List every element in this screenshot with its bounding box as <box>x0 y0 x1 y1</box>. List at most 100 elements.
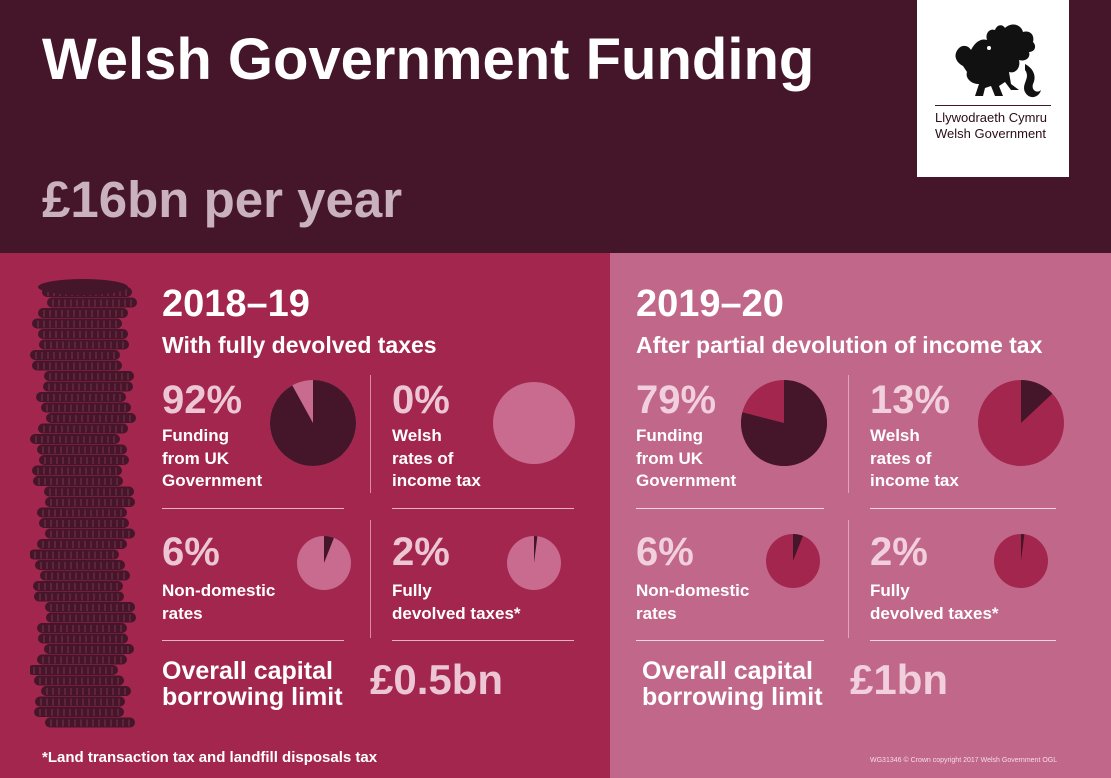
coin <box>33 581 123 591</box>
row-divider <box>162 640 344 641</box>
label-line: from UK <box>162 448 230 468</box>
column-divider-left-bottom <box>370 520 371 638</box>
pie-slice <box>741 380 827 466</box>
header-banner: Welsh Government Funding £16bn per year … <box>0 0 1111 253</box>
scenario-heading-left: With fully devolved taxes <box>162 332 437 358</box>
panel-2019-20 <box>610 253 1111 778</box>
label-line: Funding <box>636 426 704 445</box>
coin <box>40 570 130 581</box>
coin <box>35 696 125 707</box>
column-divider-right-top <box>848 375 849 493</box>
coin <box>37 623 127 633</box>
pie-slice <box>534 536 538 563</box>
footnote: *Land transaction tax and landfill dispo… <box>42 749 378 766</box>
copyright-credit: WG31346 © Crown copyright 2017 Welsh Gov… <box>870 757 1058 764</box>
stat-pct-income-tax-right: 13% <box>870 378 951 422</box>
coin <box>46 612 136 623</box>
label-line: devolved taxes* <box>392 603 521 623</box>
label-line: rates of <box>870 448 932 468</box>
pie-slice <box>1021 534 1025 561</box>
coin <box>37 444 127 455</box>
label-line: Non-domestic <box>162 581 276 600</box>
borrowing-value-right: £1bn <box>850 656 949 703</box>
stat-label-income-tax-left: Welsh rates of income tax <box>392 425 481 493</box>
pie-uk-funding-right <box>741 380 827 466</box>
stat-pct-uk-funding-right: 79% <box>636 378 717 422</box>
pie-ndr-right <box>766 534 820 588</box>
label-line: rates of <box>392 448 454 468</box>
coin <box>47 297 137 308</box>
stat-label-devolved-left: Fully devolved taxes* <box>392 580 521 625</box>
coin-stack-icon <box>30 279 137 728</box>
coin <box>33 476 123 486</box>
borrowing-label-left: Overall capital borrowing limit <box>162 658 343 710</box>
coin <box>30 350 120 360</box>
row-divider <box>392 508 574 509</box>
column-divider-left-top <box>370 375 371 493</box>
coin <box>30 434 120 444</box>
coin <box>34 675 124 686</box>
row-divider <box>636 640 824 641</box>
coin <box>39 518 129 528</box>
coin <box>32 360 122 371</box>
coin <box>43 381 133 392</box>
label-line: rates <box>162 603 203 623</box>
coin <box>41 686 131 696</box>
welsh-government-logo: Llywodraeth Cymru Welsh Government <box>917 0 1069 177</box>
year-heading-left: 2018–19 <box>162 283 310 325</box>
logo-wordmark: Llywodraeth Cymru Welsh Government <box>935 110 1047 142</box>
coin <box>35 560 125 570</box>
label-line: Government <box>636 471 737 490</box>
label-line: Overall capital <box>162 657 333 685</box>
column-divider-right-bottom <box>848 520 849 638</box>
coin <box>38 423 128 434</box>
label-line: Non-domestic <box>636 581 750 600</box>
coin <box>45 497 135 507</box>
stat-pct-ndr-left: 6% <box>162 530 220 574</box>
pie-income-tax-left <box>493 382 575 464</box>
coin <box>37 539 127 549</box>
coin <box>38 633 128 644</box>
pie-devolved-left <box>507 536 561 590</box>
coin <box>44 371 134 381</box>
row-divider <box>162 508 344 509</box>
coin <box>34 707 124 717</box>
stat-label-uk-funding-left: Funding from UK Government <box>162 425 262 493</box>
label-line: devolved taxes* <box>870 603 999 623</box>
label-line: borrowing limit <box>162 683 343 711</box>
coin <box>38 329 128 339</box>
pie-ndr-left <box>297 536 351 590</box>
label-line: borrowing limit <box>642 683 823 711</box>
row-divider <box>636 508 824 509</box>
coin <box>30 549 119 560</box>
coin <box>46 413 136 423</box>
stat-pct-ndr-right: 6% <box>636 530 694 574</box>
pie-slice <box>1021 380 1053 423</box>
page-subtitle: £16bn per year <box>42 171 403 228</box>
coin <box>44 644 134 654</box>
scenario-heading-right: After partial devolution of income tax <box>636 332 1043 358</box>
pie-devolved-right <box>994 534 1048 588</box>
coin <box>41 402 131 413</box>
row-divider <box>870 508 1056 509</box>
stat-label-uk-funding-right: Funding from UK Government <box>636 425 736 493</box>
stat-pct-uk-funding-left: 92% <box>162 378 243 422</box>
pie-base <box>493 382 575 464</box>
label-line: Fully <box>870 581 910 600</box>
pie-slice <box>793 534 803 561</box>
page-title: Welsh Government Funding <box>42 27 815 92</box>
stat-pct-income-tax-left: 0% <box>392 378 450 422</box>
pie-slice <box>270 380 356 466</box>
stat-pct-devolved-left: 2% <box>392 530 450 574</box>
coin <box>30 665 118 675</box>
welsh-dragon-icon <box>955 24 1041 98</box>
coin <box>34 591 124 602</box>
label-line: income tax <box>870 471 959 490</box>
coin <box>39 339 129 350</box>
coin <box>32 318 122 329</box>
borrowing-label-right: Overall capital borrowing limit <box>642 658 823 710</box>
stat-label-ndr-left: Non-domestic rates <box>162 580 275 625</box>
stat-label-income-tax-right: Welsh rates of income tax <box>870 425 959 493</box>
coin <box>45 717 135 728</box>
pie-uk-funding-left <box>270 380 356 466</box>
